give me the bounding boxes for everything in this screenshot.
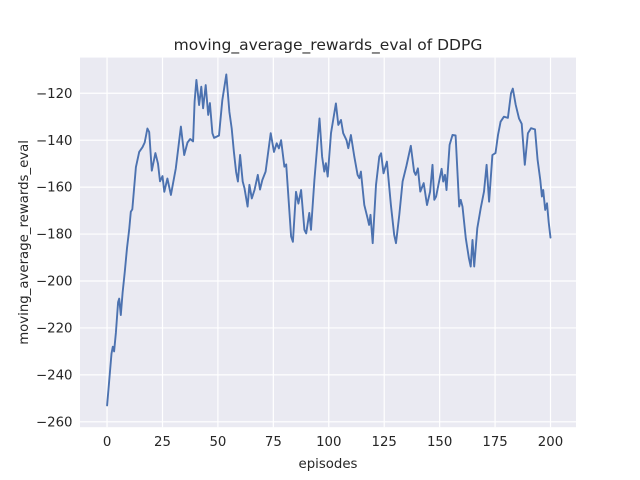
y-tick-label: −220 bbox=[36, 322, 73, 337]
series-line bbox=[106, 73, 552, 407]
y-tick-label: −200 bbox=[36, 275, 73, 290]
x-tick-label: 100 bbox=[316, 435, 341, 450]
x-axis-label: episodes bbox=[299, 457, 358, 472]
y-axis-label: moving_average_rewards_eval bbox=[17, 140, 32, 345]
x-tick-label: 25 bbox=[154, 435, 171, 450]
chart-title: moving_average_rewards_eval of DDPG bbox=[174, 36, 483, 55]
y-tick-label: −140 bbox=[36, 134, 73, 149]
x-tick-label: 50 bbox=[209, 435, 226, 450]
y-tick-label: −160 bbox=[36, 181, 73, 196]
plot-area bbox=[80, 57, 576, 428]
x-tick-labels: 0 25 50 75 100 125 150 175 200 bbox=[103, 435, 563, 450]
y-tick-label: −240 bbox=[36, 368, 73, 383]
y-tick-label: −260 bbox=[36, 415, 73, 430]
y-tick-label: −120 bbox=[36, 87, 73, 102]
x-tick-label: 125 bbox=[372, 435, 397, 450]
x-tick-label: 150 bbox=[427, 435, 452, 450]
series-layer bbox=[106, 73, 552, 407]
y-tick-labels: −120 −140 −160 −180 −200 −220 −240 −260 bbox=[36, 87, 73, 431]
y-tick-label: −180 bbox=[36, 228, 73, 243]
x-tick-label: 0 bbox=[103, 435, 111, 450]
x-tick-label: 75 bbox=[265, 435, 282, 450]
x-tick-label: 175 bbox=[482, 435, 507, 450]
x-tick-label: 200 bbox=[538, 435, 563, 450]
grid-lines bbox=[80, 57, 576, 428]
